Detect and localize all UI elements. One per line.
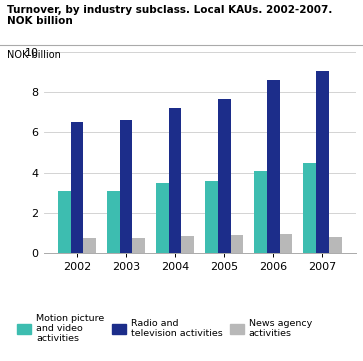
Text: NOK billion: NOK billion — [7, 50, 61, 60]
Bar — [303, 162, 316, 253]
Bar — [267, 81, 280, 253]
Bar — [120, 121, 132, 253]
Bar — [280, 234, 293, 253]
Bar — [329, 237, 342, 253]
Bar — [254, 170, 267, 253]
Bar — [316, 71, 329, 253]
Bar — [231, 235, 243, 253]
Bar — [218, 99, 231, 253]
Bar — [205, 180, 218, 253]
Text: NOK billion: NOK billion — [7, 16, 73, 26]
Bar — [169, 108, 182, 253]
Legend: Motion picture
and video
activities, Radio and
television activities, News agenc: Motion picture and video activities, Rad… — [17, 313, 312, 343]
Bar — [83, 238, 96, 253]
Text: Turnover, by industry subclass. Local KAUs. 2002-2007.: Turnover, by industry subclass. Local KA… — [7, 5, 333, 16]
Bar — [156, 183, 169, 253]
Bar — [70, 122, 83, 253]
Bar — [132, 238, 145, 253]
Bar — [107, 191, 120, 253]
Bar — [58, 191, 70, 253]
Bar — [182, 236, 194, 253]
